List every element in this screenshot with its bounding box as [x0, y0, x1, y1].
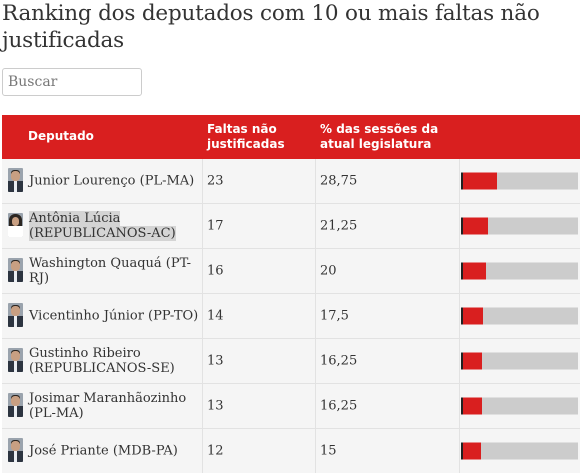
percent-bar [461, 397, 578, 415]
faltas-value: 14 [207, 308, 224, 324]
deputado-name: Antônia Lúcia (REPUBLICANOS-AC) [29, 211, 176, 241]
table-row: Gustinho Ribeiro (REPUBLICANOS-SE) 13 16,2… [2, 339, 580, 384]
column-divider [459, 384, 460, 428]
deputado-name: Gustinho Ribeiro (REPUBLICANOS-SE) [29, 346, 175, 376]
percent-value: 16,25 [320, 398, 358, 414]
avatar [8, 348, 23, 372]
column-divider [315, 204, 316, 248]
faltas-value: 13 [207, 398, 224, 414]
percent-bar [461, 352, 578, 370]
column-divider [459, 339, 460, 383]
percent-bar [461, 217, 578, 235]
faltas-value: 13 [207, 353, 224, 369]
percent-value: 21,25 [320, 218, 358, 234]
percent-bar-fill [461, 217, 488, 235]
search-input[interactable] [2, 68, 142, 96]
column-divider [202, 204, 203, 248]
percent-value: 17,5 [320, 308, 349, 324]
page-title: Ranking dos deputados com 10 ou mais fal… [2, 1, 540, 53]
deputado-name: José Priante (MDB-PA) [29, 443, 178, 459]
faltas-value: 17 [207, 218, 224, 234]
column-divider [459, 159, 460, 203]
column-divider [315, 339, 316, 383]
deputado-name: Vicentinho Júnior (PP-TO) [29, 308, 199, 324]
column-divider [202, 159, 203, 203]
column-divider [202, 429, 203, 473]
column-divider [459, 204, 460, 248]
column-divider [459, 429, 460, 473]
percent-bar-fill [461, 172, 497, 190]
column-divider [202, 294, 203, 338]
percent-bar-fill [461, 397, 482, 415]
percent-value: 15 [320, 443, 337, 459]
percent-value: 28,75 [320, 173, 358, 189]
percent-bar [461, 262, 578, 280]
percent-bar [461, 172, 578, 190]
column-divider [315, 249, 316, 293]
percent-bar [461, 307, 578, 325]
column-divider [315, 294, 316, 338]
percent-value: 16,25 [320, 353, 358, 369]
faltas-value: 12 [207, 443, 224, 459]
table-header: Deputado Faltas não justificadas % das s… [2, 115, 580, 159]
ranking-table: Deputado Faltas não justificadas % das s… [2, 115, 580, 473]
table-row: Vicentinho Júnior (PP-TO) 14 17,5 [2, 294, 580, 339]
avatar [8, 258, 23, 282]
avatar [8, 438, 23, 462]
avatar [8, 168, 23, 192]
percent-bar-fill [461, 262, 486, 280]
table-row: Josimar Maranhãozinho (PL-MA) 13 16,25 [2, 384, 580, 429]
column-header-deputado[interactable]: Deputado [28, 129, 94, 143]
column-header-percent[interactable]: % das sessões da atual legislatura [320, 122, 439, 151]
column-divider [315, 384, 316, 428]
column-divider [202, 384, 203, 428]
table-row: Washington Quaquá (PT-RJ) 16 20 [2, 249, 580, 294]
table-row: José Priante (MDB-PA) 12 15 [2, 429, 580, 473]
faltas-value: 23 [207, 173, 224, 189]
deputado-name: Washington Quaquá (PT-RJ) [29, 256, 191, 286]
percent-bar-fill [461, 307, 483, 325]
table-row: Antônia Lúcia (REPUBLICANOS-AC) 17 21,25 [2, 204, 580, 249]
table-body: Junior Lourenço (PL-MA) 23 28,75 Antônia Lú… [2, 159, 580, 473]
column-divider [202, 249, 203, 293]
column-divider [459, 294, 460, 338]
percent-bar-fill [461, 442, 481, 460]
percent-value: 20 [320, 263, 337, 279]
column-divider [202, 339, 203, 383]
percent-bar [461, 442, 578, 460]
avatar [8, 393, 23, 417]
table-row: Junior Lourenço (PL-MA) 23 28,75 [2, 159, 580, 204]
deputado-name: Josimar Maranhãozinho (PL-MA) [29, 391, 187, 421]
faltas-value: 16 [207, 263, 224, 279]
column-divider [315, 159, 316, 203]
column-divider [459, 249, 460, 293]
column-header-faltas[interactable]: Faltas não justificadas [207, 122, 285, 151]
percent-bar-fill [461, 352, 482, 370]
avatar [8, 303, 23, 327]
deputado-name: Junior Lourenço (PL-MA) [29, 173, 195, 189]
avatar [8, 213, 23, 237]
column-divider [315, 429, 316, 473]
